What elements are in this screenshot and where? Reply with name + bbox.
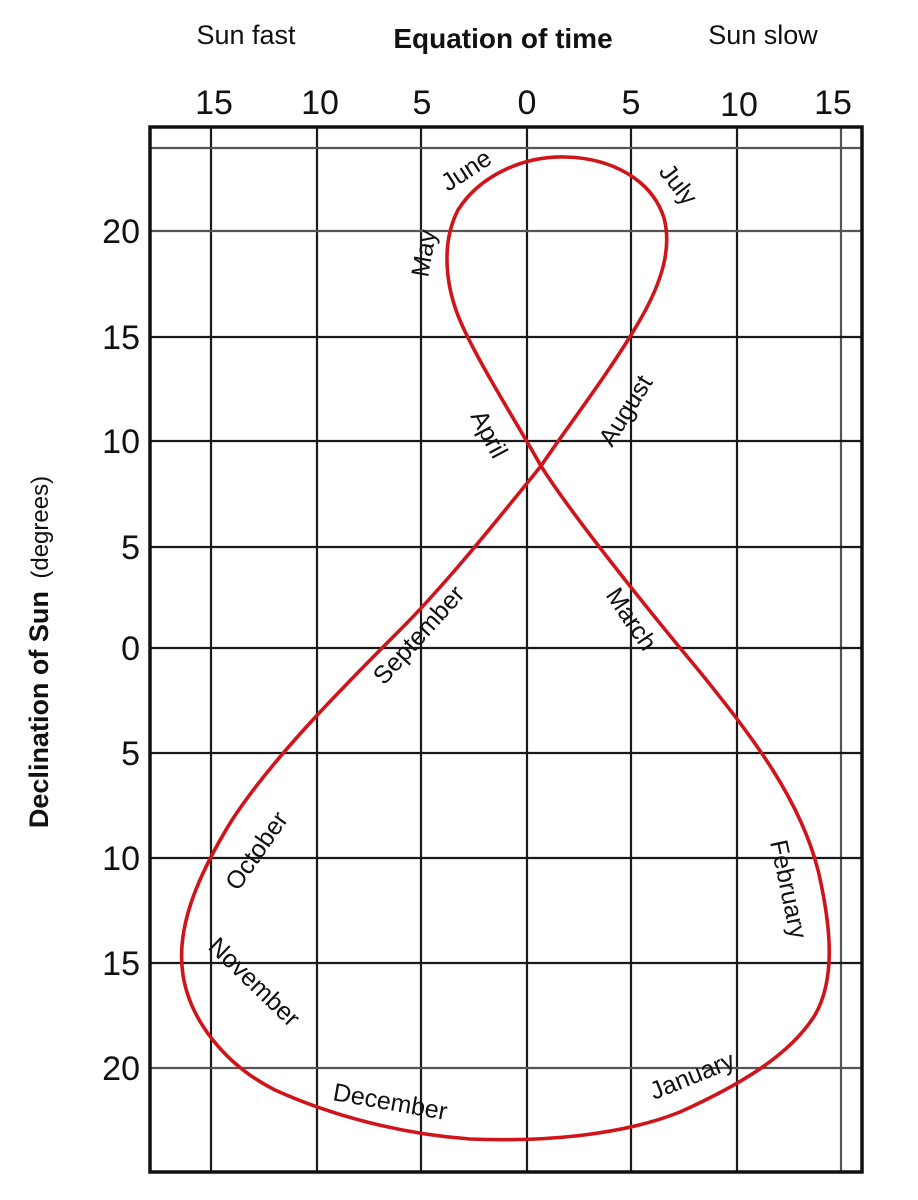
grid — [150, 127, 862, 1172]
month-label-january: January — [646, 1046, 739, 1105]
y-tick-label: 10 — [102, 423, 140, 461]
month-labels: June July May April August September Mar… — [203, 144, 813, 1126]
y-axis-ticks: 20 15 10 5 0 5 10 15 20 — [102, 213, 140, 1088]
y-tick-label: 15 — [102, 319, 140, 357]
y-tick-label: 5 — [121, 529, 140, 567]
x-tick-label: 0 — [518, 84, 537, 122]
x-tick-label: 15 — [814, 84, 852, 122]
y-axis-title-main: Declination of Sun — [24, 591, 54, 828]
y-tick-label: 10 — [102, 840, 140, 878]
y-axis-title-unit: (degrees) — [27, 476, 54, 579]
month-label-september: September — [368, 580, 471, 690]
x-axis-ticks: 15 10 5 0 5 10 15 — [195, 84, 852, 124]
y-tick-label: 15 — [102, 945, 140, 983]
sun-fast-label: Sun fast — [196, 20, 296, 50]
month-label-june: June — [436, 144, 497, 197]
y-tick-label: 5 — [121, 735, 140, 773]
y-axis-title: Declination of Sun (degrees) — [24, 476, 54, 828]
month-label-july: July — [653, 158, 703, 211]
y-tick-label: 20 — [102, 213, 140, 251]
month-label-august: August — [593, 370, 658, 451]
plot-frame — [148, 125, 864, 1174]
analemma-curve — [179, 155, 831, 1142]
y-tick-label: 20 — [102, 1050, 140, 1088]
sun-slow-label: Sun slow — [708, 20, 818, 50]
month-label-february: February — [764, 837, 812, 941]
month-label-november: November — [203, 932, 305, 1032]
x-tick-label: 15 — [195, 84, 233, 122]
x-tick-label: 10 — [301, 84, 339, 122]
x-tick-label: 10 — [720, 86, 758, 124]
chart-title: Equation of time — [393, 23, 612, 54]
x-tick-label: 5 — [622, 84, 641, 122]
month-label-may: May — [406, 227, 442, 279]
x-tick-label: 5 — [413, 84, 432, 122]
month-label-april: April — [465, 406, 513, 463]
y-tick-label: 0 — [121, 630, 140, 668]
